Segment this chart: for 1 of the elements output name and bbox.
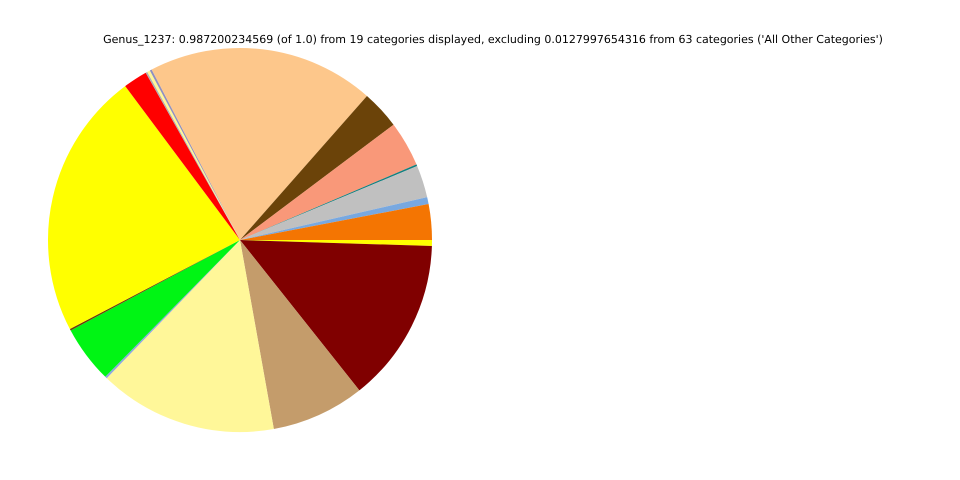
text: Genus_1237: 0.987200234569 (of 1.0) from 19 categories displayed, excluding 0.0127997654316 from 63 categories ('All Other Categories'): [102, 33, 884, 46]
